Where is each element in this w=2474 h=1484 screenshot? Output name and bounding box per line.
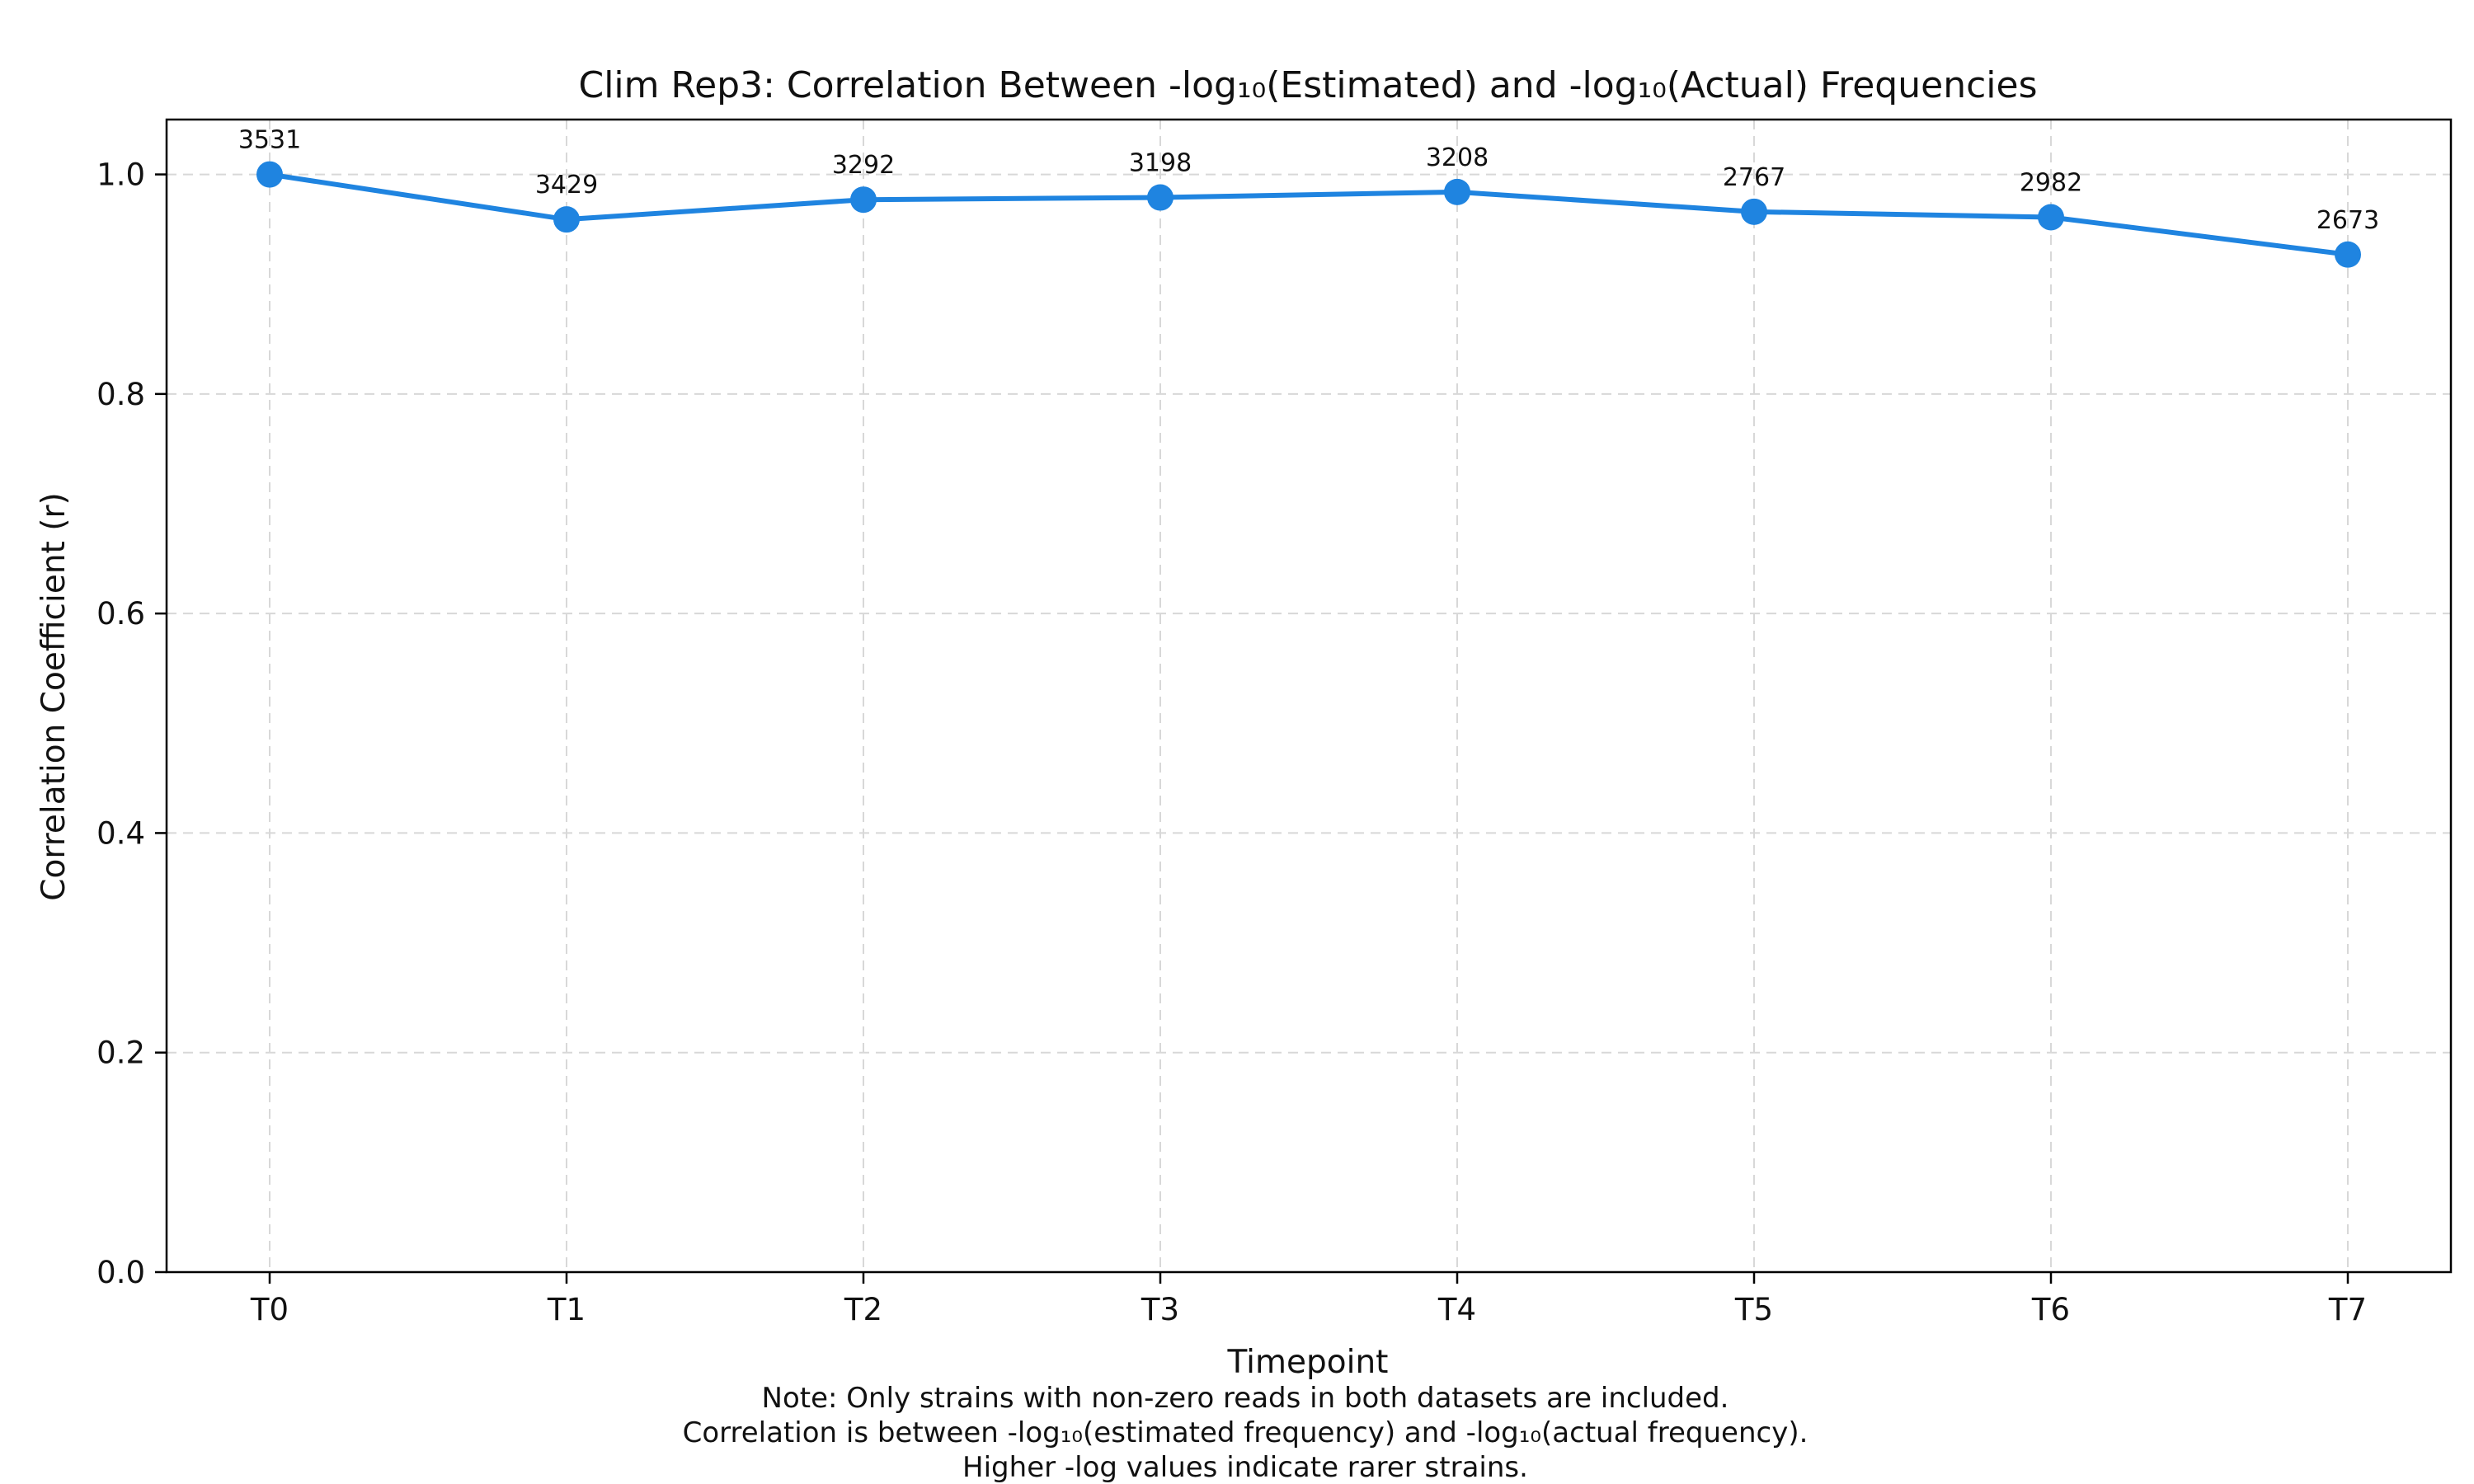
x-tick-label: T4	[1437, 1292, 1476, 1327]
plot-frame	[165, 118, 2453, 1274]
x-tick-label: T0	[250, 1292, 289, 1327]
x-axis-label: Timepoint	[1227, 1344, 1389, 1381]
x-tick-label: T2	[844, 1292, 882, 1327]
y-axis-label: Correlation Coefficient (r)	[35, 492, 73, 900]
y-tick-label: 0.4	[96, 815, 145, 851]
x-tick-label: T5	[1734, 1292, 1773, 1327]
series-line	[269, 171, 2349, 257]
data-point-label: 2982	[2020, 168, 2082, 197]
footnotes: Note: Only strains with non-zero reads i…	[683, 1382, 1808, 1484]
y-tick-label: 0.0	[96, 1255, 145, 1290]
note-line-2: Correlation is between -log₁₀(estimated …	[683, 1416, 1808, 1449]
x-tick-label: T3	[1141, 1292, 1179, 1327]
x-tick-label: T1	[547, 1292, 586, 1327]
data-point-label: 3531	[238, 126, 301, 155]
grid-lines	[167, 120, 2451, 1273]
data-point-label: 3292	[832, 151, 895, 180]
y-tick-label: 0.6	[96, 596, 145, 632]
data-point	[1444, 178, 1470, 205]
y-tick-label: 1.0	[96, 157, 145, 193]
data-point	[553, 206, 580, 233]
note-line-3: Higher -log values indicate rarer strain…	[962, 1451, 1528, 1484]
data-point	[1741, 198, 1767, 225]
data-point	[850, 186, 877, 214]
x-tick-label: T7	[2328, 1292, 2367, 1327]
x-tick-label: T6	[2031, 1292, 2070, 1327]
axes: T0 T1 T2 T3 T4 T5 T6 T7 0.0 0.2 0.4 0.6 0.8 1.0	[96, 118, 2453, 1327]
data-point-label: 2673	[2316, 206, 2379, 235]
data-point	[2038, 204, 2064, 231]
data-series: 3531 3429 3292 3198 3208 2767 2982 2673	[238, 126, 2379, 268]
data-point-label: 3198	[1129, 149, 1192, 178]
data-point	[2335, 241, 2361, 268]
data-point-label: 2767	[1723, 163, 1785, 192]
data-point-label: 3208	[1426, 143, 1489, 172]
chart-title: Clim Rep3: Correlation Between -log₁₀(Es…	[578, 64, 2037, 106]
note-line-1: Note: Only strains with non-zero reads i…	[762, 1382, 1729, 1415]
y-tick-label: 0.8	[96, 377, 145, 412]
data-point-label: 3429	[535, 171, 598, 200]
data-point	[1147, 184, 1174, 211]
data-point	[256, 161, 283, 188]
y-tick-label: 0.2	[96, 1036, 145, 1071]
